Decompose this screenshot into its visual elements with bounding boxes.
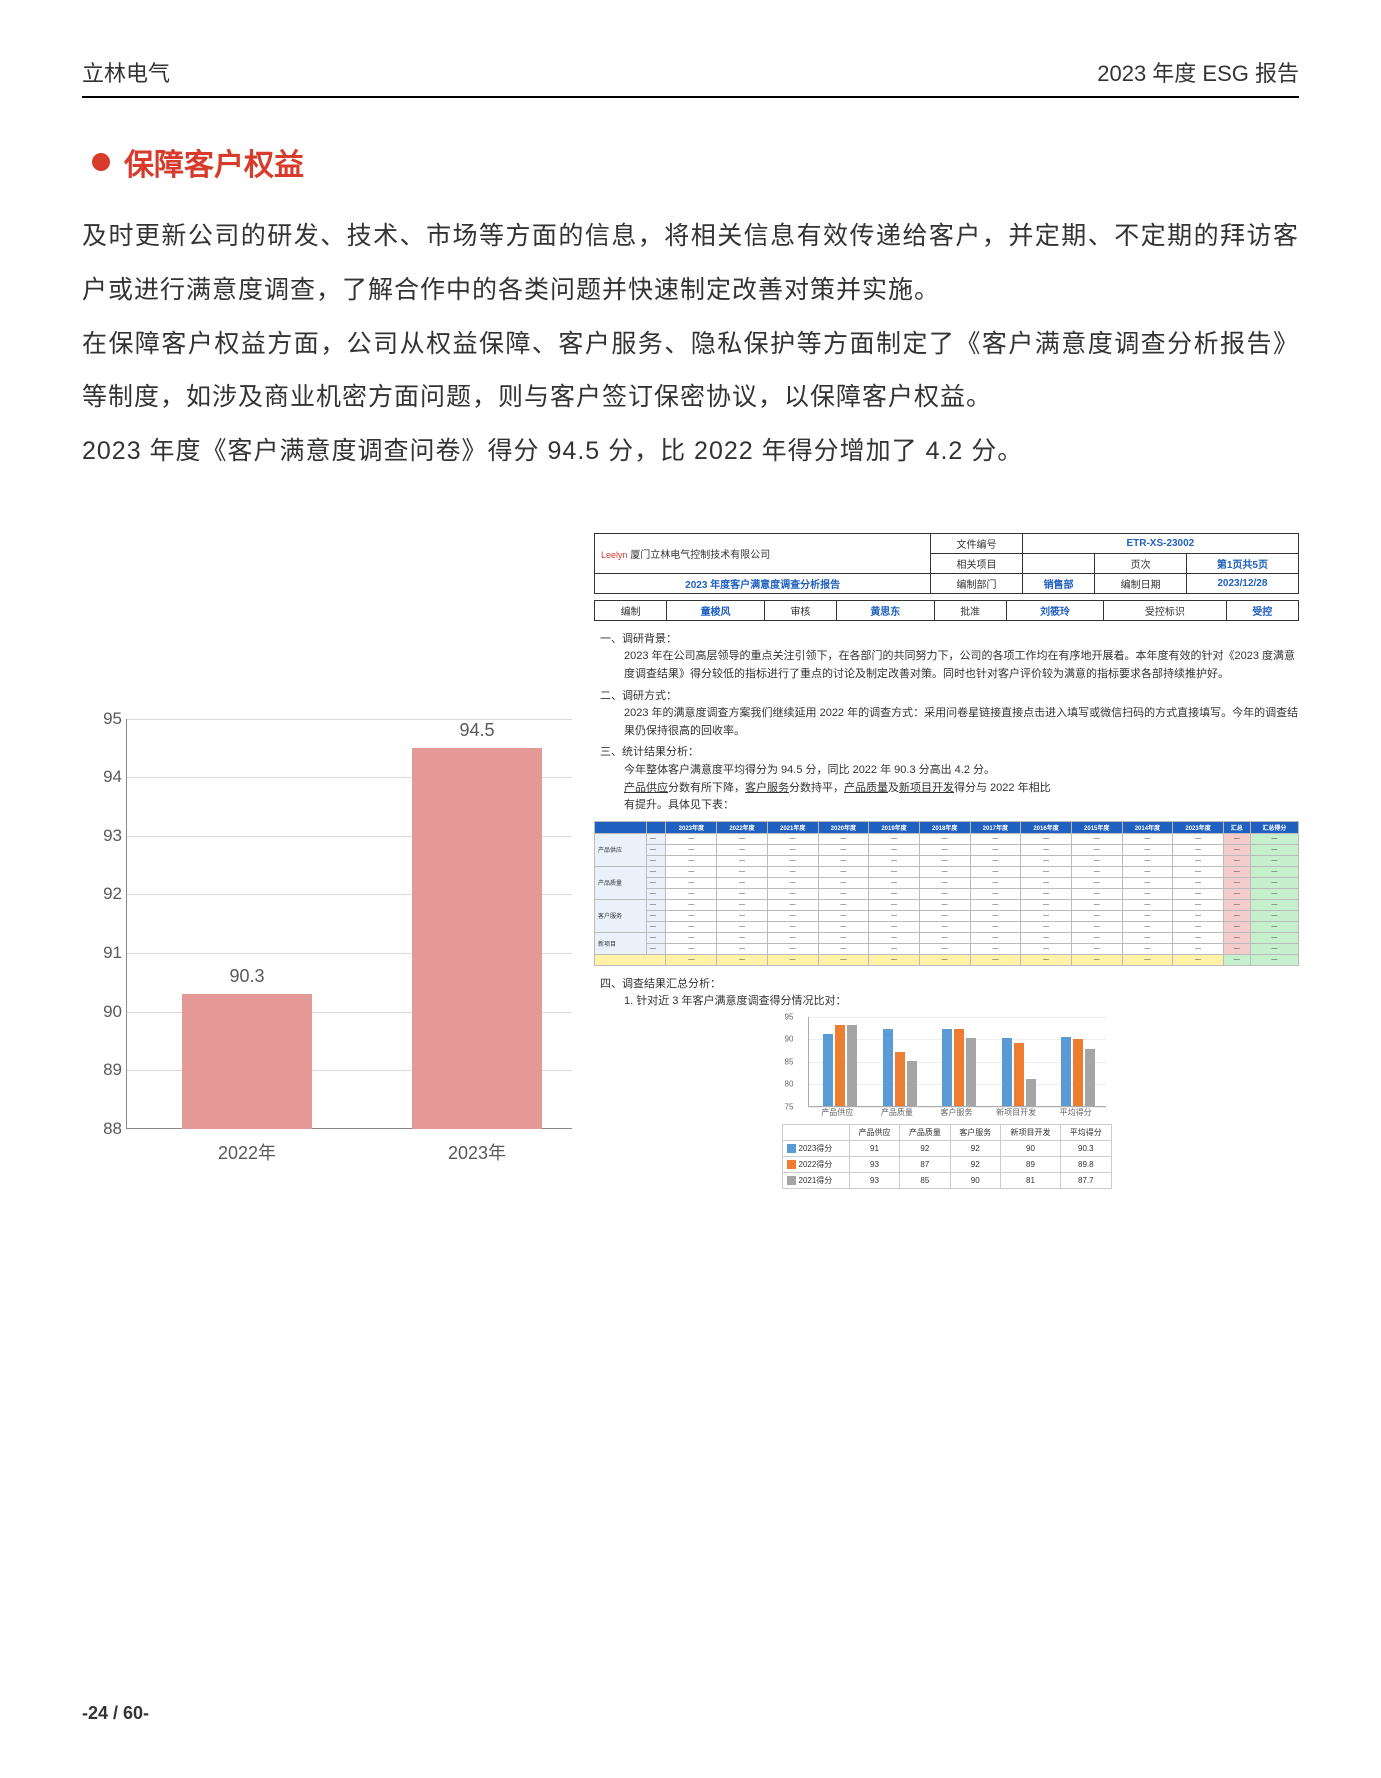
company-logo-text: Leelyn: [601, 550, 628, 560]
header-company: 立林电气: [82, 56, 170, 88]
doc-s3-line1: 今年整体客户满意度平均得分为 94.5 分，同比 2022 年 90.3 分高出…: [600, 762, 1299, 780]
chart-y-tick: 91: [82, 943, 122, 963]
doc-header-table: Leelyn 厦门立林电气控制技术有限公司 文件编号 ETR-XS-23002 …: [594, 533, 1299, 594]
doc-value-fileno: ETR-XS-23002: [1022, 533, 1298, 553]
doc-label-dept: 编制部门: [931, 573, 1022, 593]
chart-y-tick: 95: [82, 709, 122, 729]
doc-label-page: 页次: [1095, 553, 1186, 573]
summary-grouped-bar-chart: 7580859095 产品供应产品质量客户服务新项目开发平均得分 产品供应产品质…: [782, 1017, 1112, 1189]
paragraph-1: 及时更新公司的研发、技术、市场等方面的信息，将相关信息有效传递给客户，并定期、不…: [82, 210, 1299, 318]
doc-value-page: 第1页共5页: [1186, 553, 1298, 573]
bullet-icon: [92, 153, 110, 171]
doc-label-date: 编制日期: [1095, 573, 1186, 593]
chart-y-tick: 94: [82, 767, 122, 787]
doc-signature-table: 编制 童梭风 审核 黄思东 批准 刘筱玲 受控标识 受控: [594, 600, 1299, 621]
section-title-text: 保障客户权益: [124, 140, 304, 184]
doc-s4-sub: 1. 针对近 3 年客户满意度调查得分情况比对：: [600, 993, 1299, 1011]
doc-label-project: 相关项目: [931, 553, 1022, 573]
doc-s1-title: 一、调研背景：: [600, 631, 1299, 649]
doc-title: 2023 年度客户满意度调查分析报告: [595, 573, 931, 593]
body-text: 及时更新公司的研发、技术、市场等方面的信息，将相关信息有效传递给客户，并定期、不…: [82, 210, 1299, 479]
doc-s3-line3: 有提升。具体见下表：: [600, 797, 1299, 815]
chart-bar-label: 94.5: [412, 720, 542, 741]
chart-y-tick: 88: [82, 1119, 122, 1139]
chart-bar-label: 90.3: [182, 966, 312, 987]
chart-y-tick: 89: [82, 1060, 122, 1080]
summary-chart-legend-table: 产品供应产品质量客户服务新项目开发平均得分2023得分9192929090.32…: [782, 1124, 1112, 1189]
doc-s1-body: 2023 年在公司高层领导的重点关注引领下，在各部门的共同努力下，公司的各项工作…: [600, 648, 1299, 683]
section-title: 保障客户权益: [92, 140, 1299, 184]
chart-y-tick: 92: [82, 884, 122, 904]
paragraph-2: 在保障客户权益方面，公司从权益保障、客户服务、隐私保护等方面制定了《客户满意度调…: [82, 318, 1299, 426]
header-report: 2023 年度 ESG 报告: [1097, 56, 1299, 88]
doc-label-fileno: 文件编号: [931, 533, 1022, 553]
chart-bar: 94.5: [412, 748, 542, 1129]
chart-bar: 90.3: [182, 994, 312, 1129]
chart-x-label: 2022年: [182, 1139, 312, 1165]
doc-s2-body: 2023 年的满意度调查方案我们继续延用 2022 年的调查方式：采用问卷星链接…: [600, 705, 1299, 740]
chart-x-label: 2023年: [412, 1139, 542, 1165]
paragraph-3: 2023 年度《客户满意度调查问卷》得分 94.5 分，比 2022 年得分增加…: [82, 425, 1299, 479]
chart-y-tick: 93: [82, 826, 122, 846]
chart-y-tick: 90: [82, 1002, 122, 1022]
doc-s3-line2: 产品供应分数有所下降，客户服务分数持平，产品质量及新项目开发得分与 2022 年…: [600, 780, 1299, 798]
embedded-report-document: Leelyn 厦门立林电气控制技术有限公司 文件编号 ETR-XS-23002 …: [594, 533, 1299, 1195]
doc-s4-title: 四、调查结果汇总分析：: [600, 976, 1299, 994]
doc-value-dept: 销售部: [1022, 573, 1095, 593]
company-name: 厦门立林电气控制技术有限公司: [630, 550, 770, 561]
doc-value-date: 2023/12/28: [1186, 573, 1298, 593]
satisfaction-bar-chart: 888990919293949590.32022年94.52023年: [82, 719, 582, 1195]
page-header: 立林电气 2023 年度 ESG 报告: [82, 56, 1299, 98]
page-footer: -24 / 60-: [82, 1703, 149, 1724]
doc-s2-title: 二、调研方式：: [600, 688, 1299, 706]
doc-data-table: 2023年度2022年度2021年度2020年度2019年度2018年度2017…: [594, 821, 1299, 966]
doc-summary-section: 四、调查结果汇总分析： 1. 针对近 3 年客户满意度调查得分情况比对：: [594, 976, 1299, 1011]
doc-s3-title: 三、统计结果分析：: [600, 744, 1299, 762]
doc-body: 一、调研背景： 2023 年在公司高层领导的重点关注引领下，在各部门的共同努力下…: [594, 631, 1299, 815]
